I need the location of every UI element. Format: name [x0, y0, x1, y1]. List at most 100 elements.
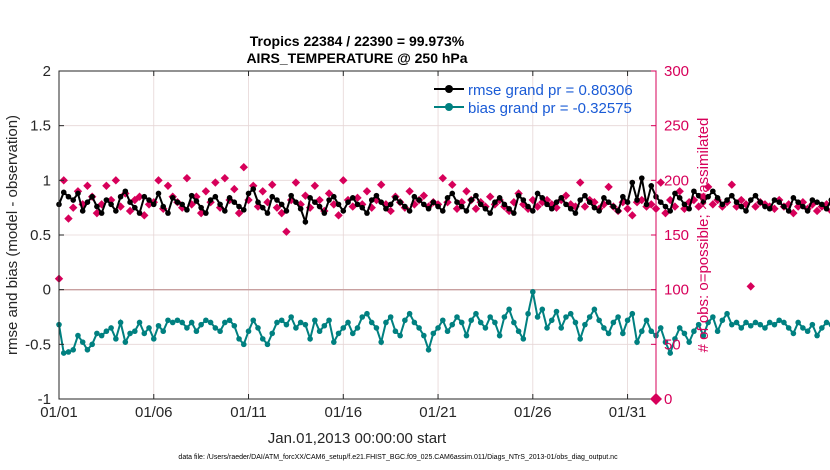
- rmse-point: [463, 208, 470, 214]
- rmse-point: [691, 188, 697, 195]
- assimilated-point: [727, 180, 737, 189]
- bias-point: [316, 328, 323, 335]
- x-tick-label: 01/16: [325, 404, 363, 421]
- bias-point: [567, 310, 574, 317]
- bias-point: [113, 336, 119, 342]
- y-right-tick-label: 300: [664, 63, 689, 80]
- assimilated-point: [154, 176, 163, 185]
- rmse-point: [94, 203, 100, 210]
- bias-point: [378, 339, 384, 345]
- rmse-point: [98, 210, 105, 216]
- assimilated-point: [196, 208, 206, 218]
- rmse-point: [174, 199, 181, 205]
- bias-point: [809, 321, 816, 328]
- assimilated-point: [708, 200, 718, 209]
- bias-point: [274, 319, 280, 326]
- bias-point: [776, 317, 782, 324]
- rmse-point: [226, 195, 233, 201]
- bias-point: [226, 317, 233, 324]
- rmse-point: [179, 201, 185, 208]
- rmse-point: [421, 201, 427, 208]
- rmse-point: [150, 201, 157, 208]
- rmse-point: [662, 203, 669, 210]
- bias-point: [368, 319, 375, 326]
- tick-labels: 01/01 01/06 01/11 01/16 01/21 01/26 01/31 -1 -0.…: [25, 63, 689, 421]
- assimilated-point: [604, 182, 613, 192]
- assimilated-point: [812, 206, 822, 216]
- rmse-point: [383, 205, 389, 212]
- rmse-point: [373, 192, 380, 199]
- rmse-point: [165, 210, 171, 216]
- bias-point: [444, 328, 451, 335]
- x-tick-label: 01/31: [609, 404, 647, 421]
- assimilated-point: [334, 211, 343, 220]
- rmse-point: [591, 204, 598, 211]
- bias-point: [458, 319, 465, 326]
- bias-point: [819, 325, 825, 331]
- rmse-point: [217, 201, 223, 208]
- bias-point: [425, 347, 432, 353]
- bias-point: [402, 317, 408, 324]
- assimilated-point: [519, 200, 528, 209]
- bias-point: [620, 330, 626, 337]
- rmse-point: [188, 192, 195, 199]
- bias-point: [482, 325, 489, 331]
- bias-point: [397, 332, 403, 339]
- rmse-point: [657, 199, 664, 205]
- bias-point: [648, 328, 655, 335]
- rmse-point: [672, 190, 678, 197]
- rmse-point: [629, 179, 636, 186]
- rmse-point: [714, 195, 721, 201]
- bias-point: [198, 321, 204, 328]
- bias-point: [79, 339, 86, 345]
- bias-point: [577, 336, 583, 342]
- bias-point: [743, 319, 749, 326]
- rmse-point: [449, 190, 456, 197]
- bias-point: [586, 314, 593, 320]
- assimilated-point: [737, 195, 746, 205]
- y-left-tick-label: 1.5: [30, 118, 51, 135]
- data-file-footer: data file: /Users/raeder/DAI/ATM_forcXX/…: [178, 454, 618, 461]
- bias-point: [326, 317, 332, 324]
- assimilated-point: [182, 173, 192, 183]
- x-tick-label: 01/26: [514, 404, 552, 421]
- bias-point: [463, 332, 470, 339]
- bias-point: [307, 336, 313, 342]
- bias-point: [781, 319, 787, 326]
- rmse-point: [638, 175, 645, 181]
- bias-point: [236, 336, 242, 342]
- assimilated-point: [789, 208, 798, 218]
- y-right-tick-label: 200: [664, 172, 689, 189]
- bias-point: [103, 328, 110, 335]
- rmse-point: [473, 192, 479, 199]
- x-tick-label: 01/01: [40, 404, 78, 421]
- assimilated-point: [699, 192, 708, 201]
- rmse-point: [231, 199, 238, 205]
- rmse-point: [155, 190, 162, 197]
- assimilated-point: [291, 178, 301, 187]
- bias-point: [724, 310, 730, 317]
- bias-point: [165, 317, 171, 324]
- bias-point: [686, 339, 692, 345]
- assimilated-point: [230, 184, 239, 194]
- rmse-point: [132, 204, 138, 211]
- assimilated-point: [102, 181, 111, 190]
- rmse-point: [207, 197, 214, 203]
- rmse-point: [364, 210, 370, 216]
- rmse-point: [596, 208, 602, 214]
- bias-point: [264, 341, 271, 348]
- rmse-point: [643, 201, 650, 208]
- bias-point: [506, 306, 512, 313]
- rmse-point: [624, 199, 631, 205]
- rmse-point: [733, 199, 740, 205]
- bias-point: [676, 325, 683, 331]
- y-left-tick-label: 0: [43, 282, 51, 299]
- rmse-point: [610, 203, 617, 210]
- rmse-point: [392, 195, 399, 201]
- assimilated-point: [746, 282, 755, 291]
- y-right-tick-label: 50: [664, 336, 681, 353]
- bias-point: [700, 332, 707, 339]
- rmse-point: [321, 210, 328, 216]
- bias-point: [629, 310, 636, 317]
- bias-point: [691, 328, 697, 335]
